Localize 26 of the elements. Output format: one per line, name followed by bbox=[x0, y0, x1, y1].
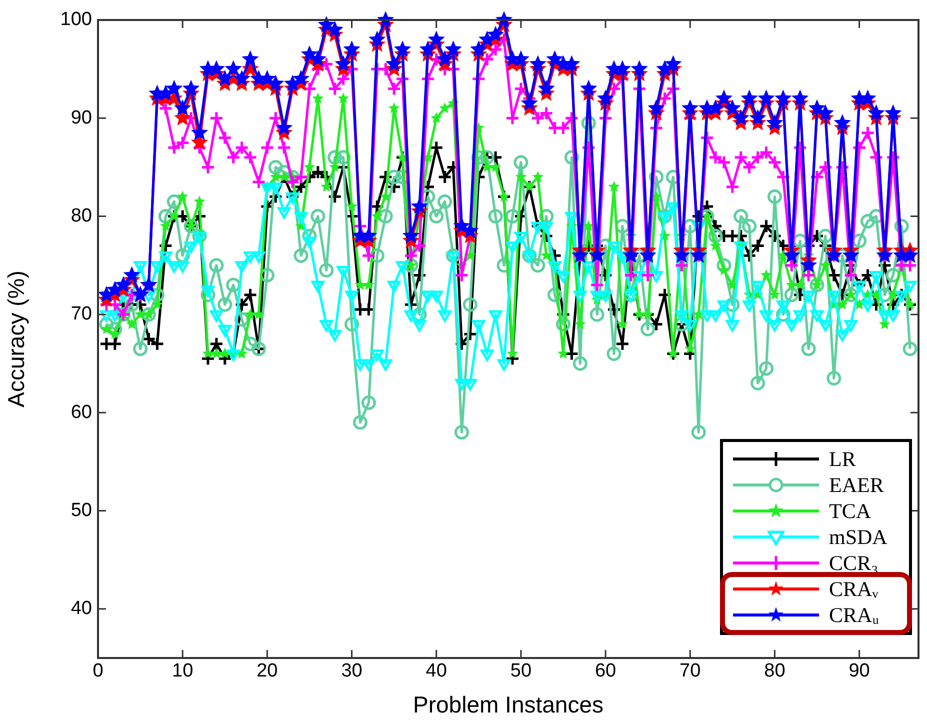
y-tick-label: 50 bbox=[70, 500, 92, 522]
legend-label: CCR₃ bbox=[829, 550, 878, 576]
y-tick-label: 70 bbox=[70, 304, 92, 325]
legend-label: LR bbox=[829, 446, 856, 472]
y-tick-label: 80 bbox=[70, 206, 92, 227]
legend-label: CRAᵤ bbox=[829, 602, 880, 628]
y-tick-label: 60 bbox=[70, 402, 92, 423]
x-tick-label: 40 bbox=[426, 660, 447, 682]
x-tick-label: 0 bbox=[92, 660, 104, 682]
legend-label: CRAᵥ bbox=[829, 576, 878, 602]
legend-label: EAER bbox=[829, 472, 884, 498]
legend-label: TCA bbox=[829, 498, 871, 524]
y-tick-label: 90 bbox=[70, 107, 92, 128]
legend-label: mSDA bbox=[829, 524, 888, 550]
x-tick-label: 20 bbox=[256, 660, 278, 682]
x-tick-label: 30 bbox=[341, 660, 362, 682]
y-tick-label: 40 bbox=[70, 598, 92, 620]
x-tick-label: 70 bbox=[680, 660, 701, 682]
y-axis-title: Accuracy (%) bbox=[3, 270, 30, 408]
x-tick-label: 50 bbox=[510, 660, 532, 682]
x-tick-label: 80 bbox=[764, 660, 786, 682]
x-tick-label: 10 bbox=[172, 660, 194, 682]
y-tick-label: 100 bbox=[60, 9, 92, 30]
x-axis-title: Problem Instances bbox=[413, 692, 604, 718]
x-tick-label: 90 bbox=[848, 660, 870, 682]
x-tick-label: 60 bbox=[594, 660, 616, 682]
